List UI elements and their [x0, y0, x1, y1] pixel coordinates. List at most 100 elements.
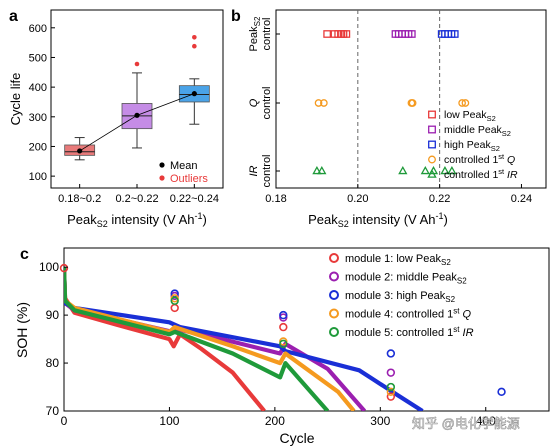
- b-data-point: [317, 165, 327, 175]
- b-legend-label: controlled 1st IR: [444, 167, 518, 181]
- a-ytick-label: 100: [29, 171, 47, 183]
- b-legend-marker: [427, 169, 437, 178]
- c-series-line-3: [64, 267, 424, 411]
- c-legend-label: module 5: controlled 1st IR: [345, 325, 474, 339]
- a-mean-point: [191, 91, 197, 97]
- panel-c-x-axis-label: Cycle: [279, 430, 314, 446]
- panel-a-box-plot: 100 200 300 400 500 600 0.18~0.2 0.2~0.22 0.22~…: [8, 9, 224, 229]
- a-xtick-label: 0.18~0.2: [58, 193, 101, 205]
- legend-mean-marker: [159, 162, 165, 168]
- c-recovery-point: [59, 263, 69, 273]
- legend-mean-label: Mean: [170, 160, 198, 172]
- c-recovery-point: [170, 296, 179, 305]
- c-recovery-point: [279, 322, 288, 332]
- a-outlier-point: [192, 34, 197, 40]
- b-data-point: [420, 165, 430, 175]
- a-xtick-label: 0.22~0.24: [170, 193, 219, 205]
- c-xtick-label: 300: [370, 414, 390, 428]
- b-row-sublabel: control: [261, 17, 273, 50]
- a-mean-point: [134, 112, 140, 118]
- panel-c-label: c: [20, 246, 29, 263]
- b-row-label: IR: [248, 165, 260, 176]
- panel-c-y-axis-label: SOH (%): [14, 302, 30, 358]
- c-legend-label: module 3: high PeakS2: [345, 290, 456, 304]
- b-data-point: [398, 165, 408, 175]
- b-legend-label: low PeakS2: [444, 109, 496, 123]
- b-data-point: [323, 30, 331, 38]
- b-xtick-label: 0.22: [429, 193, 450, 205]
- c-ytick-label: 70: [46, 404, 60, 418]
- c-recovery-point: [497, 387, 506, 397]
- b-legend-marker: [428, 155, 436, 164]
- c-legend-marker: [329, 271, 339, 282]
- b-data-point: [320, 99, 328, 107]
- c-legend-marker: [329, 308, 339, 319]
- c-recovery-point: [386, 392, 396, 401]
- c-ytick-label: 100: [39, 260, 59, 274]
- watermark: 知乎 @电化学能源: [412, 416, 520, 431]
- b-legend-marker: [428, 125, 436, 134]
- b-row-label: PeakS2: [248, 16, 262, 51]
- c-recovery-point: [386, 349, 396, 358]
- a-ytick-label: 500: [29, 52, 47, 64]
- a-ytick-label: 400: [29, 82, 47, 94]
- b-data-point: [440, 165, 450, 175]
- b-xtick-label: 0.18: [265, 193, 286, 205]
- panel-a-x-axis-label: PeakS2 intensity (V Ah-1): [67, 211, 207, 229]
- a-ytick-label: 300: [29, 112, 47, 124]
- b-legend-label: high PeakS2: [444, 139, 500, 153]
- a-box-2: [121, 61, 153, 149]
- b-data-point: [450, 30, 459, 38]
- b-data-point: [461, 99, 470, 107]
- c-recovery-point: [386, 387, 396, 397]
- panel-b-x-axis-label: PeakS2 intensity (V Ah-1): [308, 211, 448, 229]
- b-data-point: [458, 99, 466, 107]
- legend-outliers-marker: [159, 175, 165, 181]
- c-recovery-point: [386, 382, 396, 392]
- c-xtick-label: 400: [476, 414, 496, 428]
- b-legend-marker: [428, 110, 436, 119]
- a-outlier-point: [192, 43, 197, 49]
- b-data-point: [312, 165, 322, 175]
- c-recovery-point: [170, 303, 179, 313]
- a-box-3: [178, 34, 210, 125]
- panel-c-axes-frame: [63, 247, 550, 412]
- b-data-point: [447, 165, 457, 175]
- c-recovery-point: [279, 310, 288, 320]
- b-row-sublabel: control: [261, 154, 273, 187]
- b-row-label: Q: [248, 98, 260, 107]
- c-xtick-label: 200: [265, 414, 285, 428]
- a-mean-point: [77, 148, 83, 154]
- c-ytick-label: 80: [46, 356, 60, 370]
- c-recovery-point: [386, 368, 396, 377]
- c-legend-marker: [329, 290, 339, 300]
- a-xtick-label: 0.2~0.22: [115, 193, 158, 205]
- c-ytick-label: 90: [46, 308, 60, 322]
- c-legend-label: module 1: low PeakS2: [345, 253, 451, 267]
- a-ytick-label: 200: [29, 141, 47, 153]
- panel-a-legend: Mean Outliers: [159, 160, 208, 185]
- b-xtick-label: 0.24: [511, 193, 532, 205]
- panel-a-label: a: [9, 8, 18, 25]
- panel-b-label: b: [231, 8, 241, 25]
- c-xtick-label: 0: [61, 414, 68, 428]
- b-data-point: [314, 99, 323, 107]
- b-data-point: [408, 99, 417, 107]
- b-data-point: [407, 30, 416, 38]
- b-xtick-label: 0.20: [347, 193, 368, 205]
- c-legend-label: module 2: middle PeakS2: [345, 272, 467, 286]
- b-row-sublabel: control: [261, 86, 273, 119]
- b-legend-label: controlled 1st Q: [444, 152, 515, 166]
- c-series-line-5: [64, 267, 330, 411]
- legend-outliers-label: Outliers: [170, 173, 208, 185]
- b-legend-marker: [428, 140, 436, 149]
- c-legend-marker: [329, 253, 339, 263]
- panel-a-y-axis-label: Cycle life: [8, 73, 23, 126]
- panel-b-axes-frame: [275, 9, 547, 189]
- a-ytick-label: 600: [29, 23, 47, 35]
- c-legend-label: module 4: controlled 1st Q: [345, 307, 472, 321]
- panel-c-soh-chart: 70 80 90 100 0 100 200 300 400 module 1: low Pe…: [14, 247, 550, 446]
- b-legend-label: middle PeakS2: [444, 124, 511, 138]
